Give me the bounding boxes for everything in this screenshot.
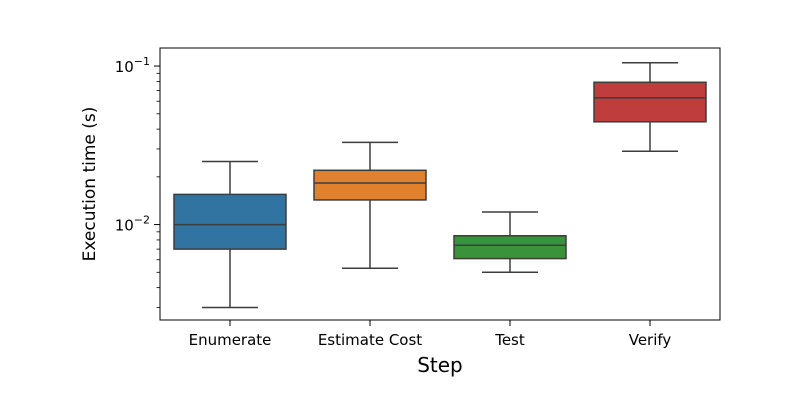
y-tick-label: 10−1 [115, 55, 150, 76]
x-tick-label: Enumerate [189, 331, 272, 349]
plot-area [173, 61, 707, 309]
x-tick-label: Estimate Cost [318, 331, 422, 349]
iqr-box [173, 193, 287, 250]
plot-frame [159, 47, 721, 321]
y-axis-title: Execution time (s) [80, 107, 100, 262]
iqr-box [313, 169, 427, 201]
y-tick-exponent: −2 [134, 214, 150, 227]
x-axis: Enumerate Estimate Cost Test Verify [189, 320, 672, 349]
y-tick-label: 10−2 [115, 214, 150, 235]
y-tick-base: 10 [115, 217, 134, 235]
iqr-box [593, 81, 707, 123]
box-estimate-cost [313, 141, 427, 270]
box-test [453, 211, 567, 274]
box-enumerate [173, 160, 287, 309]
x-tick-label: Verify [629, 331, 672, 349]
y-tick-exponent: −1 [134, 55, 150, 68]
x-tick-label: Test [494, 331, 525, 349]
y-tick-base: 10 [115, 58, 134, 76]
iqr-box [453, 235, 567, 260]
y-axis: 10−210−1 [115, 55, 160, 308]
box-verify [593, 61, 707, 153]
x-axis-title: Step [417, 353, 463, 377]
